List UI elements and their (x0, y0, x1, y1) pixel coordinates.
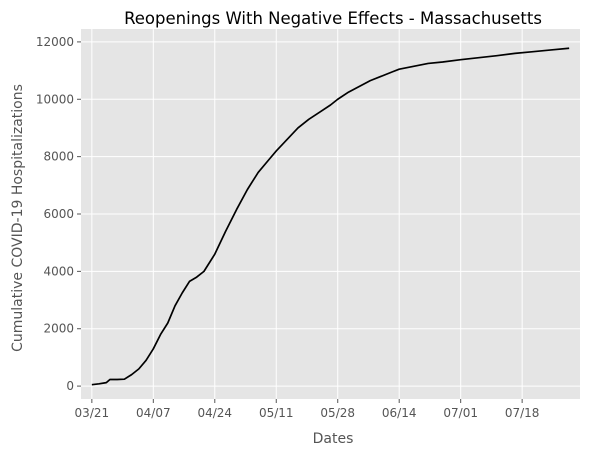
x-axis-title: Dates (313, 431, 354, 447)
y-tick-label: 12000 (36, 35, 74, 49)
x-tick-label: 03/21 (75, 406, 110, 420)
x-axis: 03/21 04/07 04/24 05/11 05/28 06/14 07/01 07/18 (75, 399, 540, 420)
x-tick-label: 04/07 (136, 406, 171, 420)
y-tick-label: 4000 (43, 264, 74, 278)
x-tick-label: 06/14 (382, 406, 417, 420)
y-tick-label: 8000 (43, 150, 74, 164)
series-line-0 (91, 47, 570, 386)
y-tick-label: 6000 (43, 207, 74, 221)
x-tick-label: 05/28 (320, 406, 355, 420)
x-tick-label: 04/24 (197, 406, 232, 420)
gridlines (81, 29, 580, 399)
series-layer (91, 47, 570, 386)
y-axis-title: Cumulative COVID-19 Hospitalizations (10, 84, 26, 352)
chart-title: Reopenings With Negative Effects - Massa… (124, 9, 542, 28)
y-tick-label: 2000 (43, 322, 74, 336)
y-tick-label: 10000 (36, 92, 74, 106)
y-tick-label: 0 (66, 379, 74, 393)
y-axis: 0 2000 4000 6000 8000 10000 12000 (36, 35, 81, 393)
x-tick-label: 07/18 (505, 406, 540, 420)
x-tick-label: 05/11 (259, 406, 294, 420)
x-tick-label: 07/01 (443, 406, 478, 420)
